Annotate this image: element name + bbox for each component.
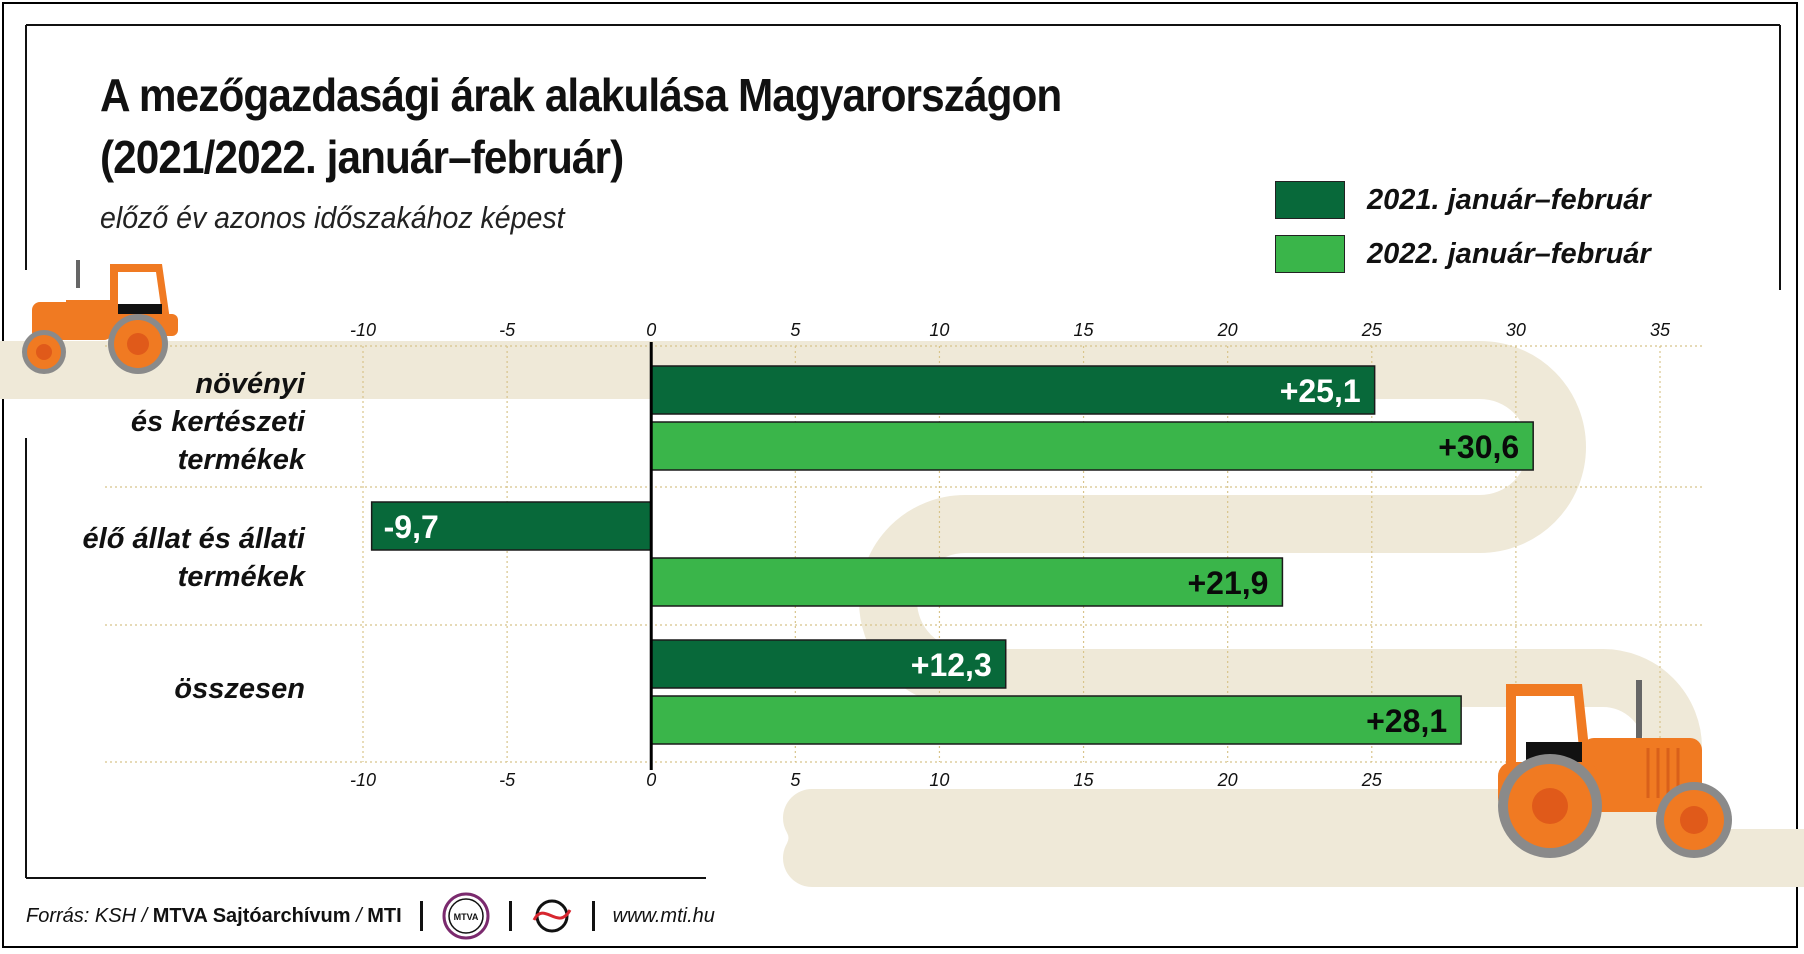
x-axis-top: -10 -5 0 5 10 15 20 25 30 35 xyxy=(350,320,1671,340)
x-tick-label: 30 xyxy=(1506,320,1526,340)
source-agency: MTI xyxy=(367,904,402,927)
data-label: +30,6 xyxy=(1438,429,1519,465)
chart-title-line2: (2021/2022. január–február) xyxy=(100,131,624,183)
category-labels: növényi és kertészeti termékek élő állat és… xyxy=(83,368,307,705)
divider xyxy=(508,901,512,931)
x-tick-label: 15 xyxy=(1074,320,1095,340)
x-tick-label: 15 xyxy=(1074,770,1095,790)
website: www.mti.hu xyxy=(612,904,715,927)
source-prefix: Forrás: KSH / xyxy=(26,904,153,927)
data-label: +12,3 xyxy=(911,647,992,683)
divider xyxy=(419,901,423,931)
x-tick-label: 10 xyxy=(929,770,949,790)
bar xyxy=(650,639,1007,689)
x-tick-label: 10 xyxy=(929,320,949,340)
inner-frame xyxy=(25,24,1781,879)
data-label: +25,1 xyxy=(1280,373,1361,409)
x-tick-label: 0 xyxy=(646,770,656,790)
data-label: +21,9 xyxy=(1187,565,1268,601)
bars: +25,1 -9,7 +12,3 +30,6 +21,9 +28,1 xyxy=(370,365,1534,745)
x-tick-label: -10 xyxy=(350,320,376,340)
chart-title: A mezőgazdasági árak alakulása Magyarors… xyxy=(100,69,1062,121)
category-label: termékek xyxy=(178,444,307,476)
mtva-logo-text: MTVA xyxy=(453,912,478,922)
x-tick-label: 25 xyxy=(1361,320,1383,340)
legend-swatch-2021 xyxy=(1275,181,1345,219)
category-label: növényi xyxy=(195,368,306,400)
x-tick-label: -5 xyxy=(499,320,516,340)
category-label: és kertészeti xyxy=(131,406,306,438)
x-tick-label: 25 xyxy=(1361,770,1383,790)
x-tick-label: 5 xyxy=(790,770,801,790)
data-label: +28,1 xyxy=(1366,703,1447,739)
category-label: élő állat és állati xyxy=(83,523,306,555)
mtva-logo: MTVA xyxy=(442,892,490,940)
source-separator: / xyxy=(350,904,368,927)
bar xyxy=(650,365,1376,415)
x-tick-label: -10 xyxy=(350,770,376,790)
legend-item-2022: 2022. január–február xyxy=(1275,234,1651,274)
category-label: összesen xyxy=(174,673,305,705)
chart-subtitle: előző év azonos időszakához képest xyxy=(100,200,565,235)
bar xyxy=(650,557,1284,607)
category-label: termékek xyxy=(178,561,307,593)
legend-swatch-2022 xyxy=(1275,235,1345,273)
data-label: -9,7 xyxy=(384,509,439,545)
x-tick-label: 0 xyxy=(646,320,656,340)
mti-logo xyxy=(532,899,571,933)
legend-item-2021: 2021. január–február xyxy=(1275,180,1651,220)
bar xyxy=(370,501,652,551)
x-tick-label: 20 xyxy=(1217,320,1238,340)
x-tick-label: 5 xyxy=(790,320,801,340)
footer: Forrás: KSH / MTVA Sajtóarchívum / MTI M… xyxy=(26,892,715,940)
x-axis-bottom: -10 -5 0 5 10 15 20 25 xyxy=(350,770,1383,790)
bar xyxy=(650,695,1462,745)
legend-label-2022: 2022. január–február xyxy=(1367,237,1651,270)
legend-label-2021: 2021. január–február xyxy=(1367,183,1651,216)
x-tick-label: -5 xyxy=(499,770,516,790)
x-tick-label: 20 xyxy=(1217,770,1238,790)
bar xyxy=(650,421,1534,471)
divider xyxy=(591,901,595,931)
tractor-icon xyxy=(22,260,178,374)
x-tick-label: 35 xyxy=(1650,320,1671,340)
source-archive: MTVA Sajtóarchívum xyxy=(152,904,351,927)
tractor-icon xyxy=(1498,680,1732,858)
